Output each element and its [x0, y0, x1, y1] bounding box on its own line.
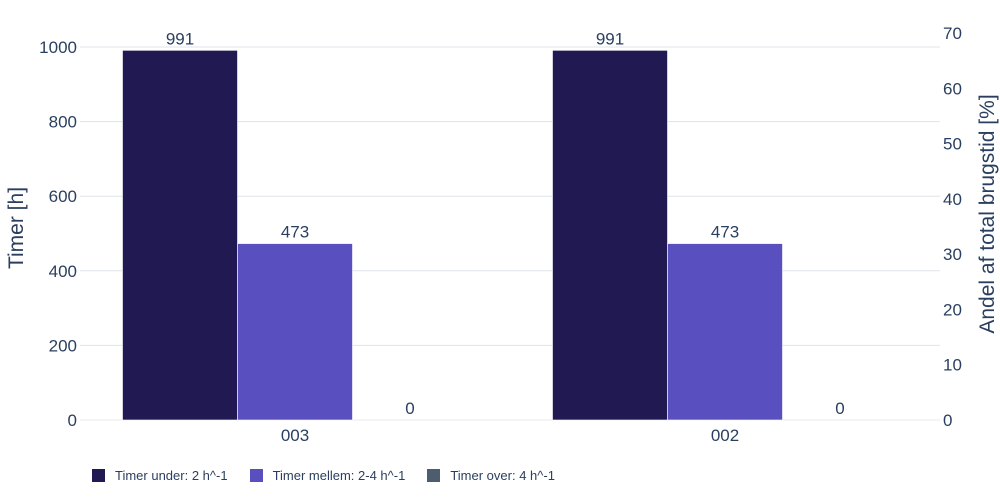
- bar-value-labels: 991 473 0 991 473 0: [166, 29, 845, 418]
- x-tick-label: 002: [711, 426, 739, 445]
- y-axis-ticks: 0 200 400 600 800 1000: [39, 38, 77, 430]
- y-tick-label: 200: [49, 336, 77, 355]
- legend-swatch: [92, 469, 105, 482]
- legend: Timer under: 2 h^-1 Timer mellem: 2-4 h^-…: [92, 468, 577, 483]
- y2-tick-label: 0: [943, 411, 952, 430]
- legend-swatch: [249, 469, 263, 482]
- y2-tick-label: 40: [943, 190, 962, 209]
- y2-axis-ticks: 0 10 20 30 40 50 60 70: [943, 24, 962, 430]
- legend-label: Timer mellem: 2-4 h^-1: [272, 468, 406, 483]
- y2-tick-label: 60: [943, 79, 962, 98]
- bar-value-label: 991: [166, 29, 194, 48]
- bar-value-label: 0: [405, 399, 414, 418]
- y2-tick-label: 30: [943, 245, 962, 264]
- bar: [237, 243, 353, 421]
- y2-tick-label: 10: [943, 356, 962, 375]
- legend-item[interactable]: Timer under: 2 h^-1: [92, 468, 228, 483]
- y2-tick-label: 70: [943, 24, 962, 43]
- y-tick-label: 400: [49, 262, 77, 281]
- y2-tick-label: 20: [943, 300, 962, 319]
- legend-label: Timer under: 2 h^-1: [115, 468, 228, 483]
- bar: [667, 243, 783, 421]
- bar-value-label: 0: [835, 399, 844, 418]
- x-tick-label: 003: [281, 426, 309, 445]
- legend-swatch: [427, 469, 441, 482]
- y2-axis-title: Andel af total brugstid [%]: [976, 94, 999, 333]
- x-axis-ticks: 003 002: [281, 426, 739, 445]
- bar: [552, 50, 668, 421]
- legend-item[interactable]: Timer mellem: 2-4 h^-1: [249, 468, 406, 483]
- bar-value-label: 473: [711, 223, 739, 242]
- bar: [122, 50, 238, 421]
- y-tick-label: 1000: [39, 38, 77, 57]
- y-axis-title: Timer [h]: [5, 187, 28, 269]
- y-tick-label: 600: [49, 187, 77, 206]
- y2-tick-label: 50: [943, 135, 962, 154]
- bar-value-label: 991: [596, 29, 624, 48]
- bar-value-label: 473: [281, 223, 309, 242]
- legend-item[interactable]: Timer over: 4 h^-1: [427, 468, 555, 483]
- y-tick-label: 800: [49, 113, 77, 132]
- bars: [122, 50, 783, 421]
- legend-label: Timer over: 4 h^-1: [450, 468, 555, 483]
- y-tick-label: 0: [68, 411, 77, 430]
